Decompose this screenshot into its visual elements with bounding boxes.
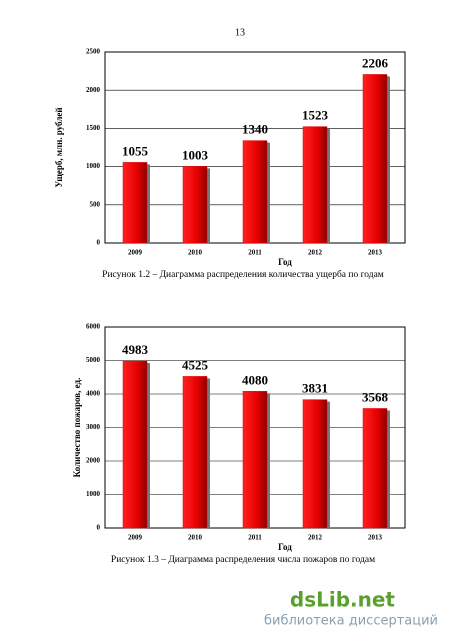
caption: Рисунок 1.2 – Диаграмма распределения ко…: [102, 269, 384, 280]
value-label: 1003: [182, 147, 209, 162]
y-tick-label: 1500: [86, 124, 101, 132]
x-tick-label: 2011: [248, 249, 262, 257]
y-tick-label: 0: [97, 239, 101, 247]
bar: [122, 360, 148, 529]
page-number: 13: [235, 27, 245, 38]
y-tick-label: 0: [97, 524, 101, 532]
y-axis-label: Ущерб, млн. рублей: [54, 107, 64, 187]
value-label: 1055: [122, 143, 149, 158]
x-tick-label: 2010: [188, 249, 203, 257]
value-label: 4080: [242, 372, 268, 387]
bar: [242, 140, 268, 244]
bar: [182, 376, 208, 529]
y-tick-label: 1000: [86, 162, 101, 170]
value-label: 3831: [302, 381, 328, 396]
x-tick-label: 2013: [368, 249, 383, 257]
y-tick-label: 2000: [86, 457, 101, 465]
value-label: 3568: [362, 389, 389, 404]
bar: [302, 399, 328, 529]
y-tick-label: 5000: [86, 356, 101, 364]
x-tick-label: 2009: [128, 249, 143, 257]
y-tick-label: 4000: [86, 390, 101, 398]
y-tick-label: 3000: [86, 423, 101, 431]
watermark-subtitle: библиотека диссертаций: [264, 614, 438, 629]
x-tick-label: 2012: [308, 534, 323, 542]
caption: Рисунок 1.3 – Диаграмма распределения чи…: [111, 555, 375, 565]
bar: [182, 166, 208, 244]
bar: [242, 391, 268, 529]
value-label: 1523: [302, 108, 329, 123]
value-label: 2206: [362, 55, 389, 70]
x-axis-label: Год: [278, 257, 292, 267]
bar: [362, 408, 388, 529]
y-tick-label: 1000: [86, 490, 101, 498]
bar: [302, 126, 328, 244]
bar: [122, 162, 148, 244]
x-tick-label: 2013: [368, 534, 383, 542]
x-tick-label: 2010: [188, 534, 203, 542]
y-tick-label: 6000: [86, 323, 101, 331]
bar: [362, 74, 388, 244]
y-tick-label: 500: [90, 200, 101, 208]
x-tick-label: 2012: [308, 249, 323, 257]
y-tick-label: 2500: [86, 48, 101, 56]
value-label: 1340: [242, 122, 268, 137]
x-axis-label: Год: [278, 542, 292, 552]
value-label: 4983: [122, 342, 149, 357]
watermark-site: dsLib.net: [290, 588, 396, 612]
x-tick-label: 2009: [128, 534, 143, 542]
y-tick-label: 2000: [86, 86, 101, 94]
x-tick-label: 2011: [248, 534, 262, 542]
value-label: 4525: [182, 357, 209, 372]
y-axis-label: Количество пожаров, ед.: [72, 378, 82, 478]
